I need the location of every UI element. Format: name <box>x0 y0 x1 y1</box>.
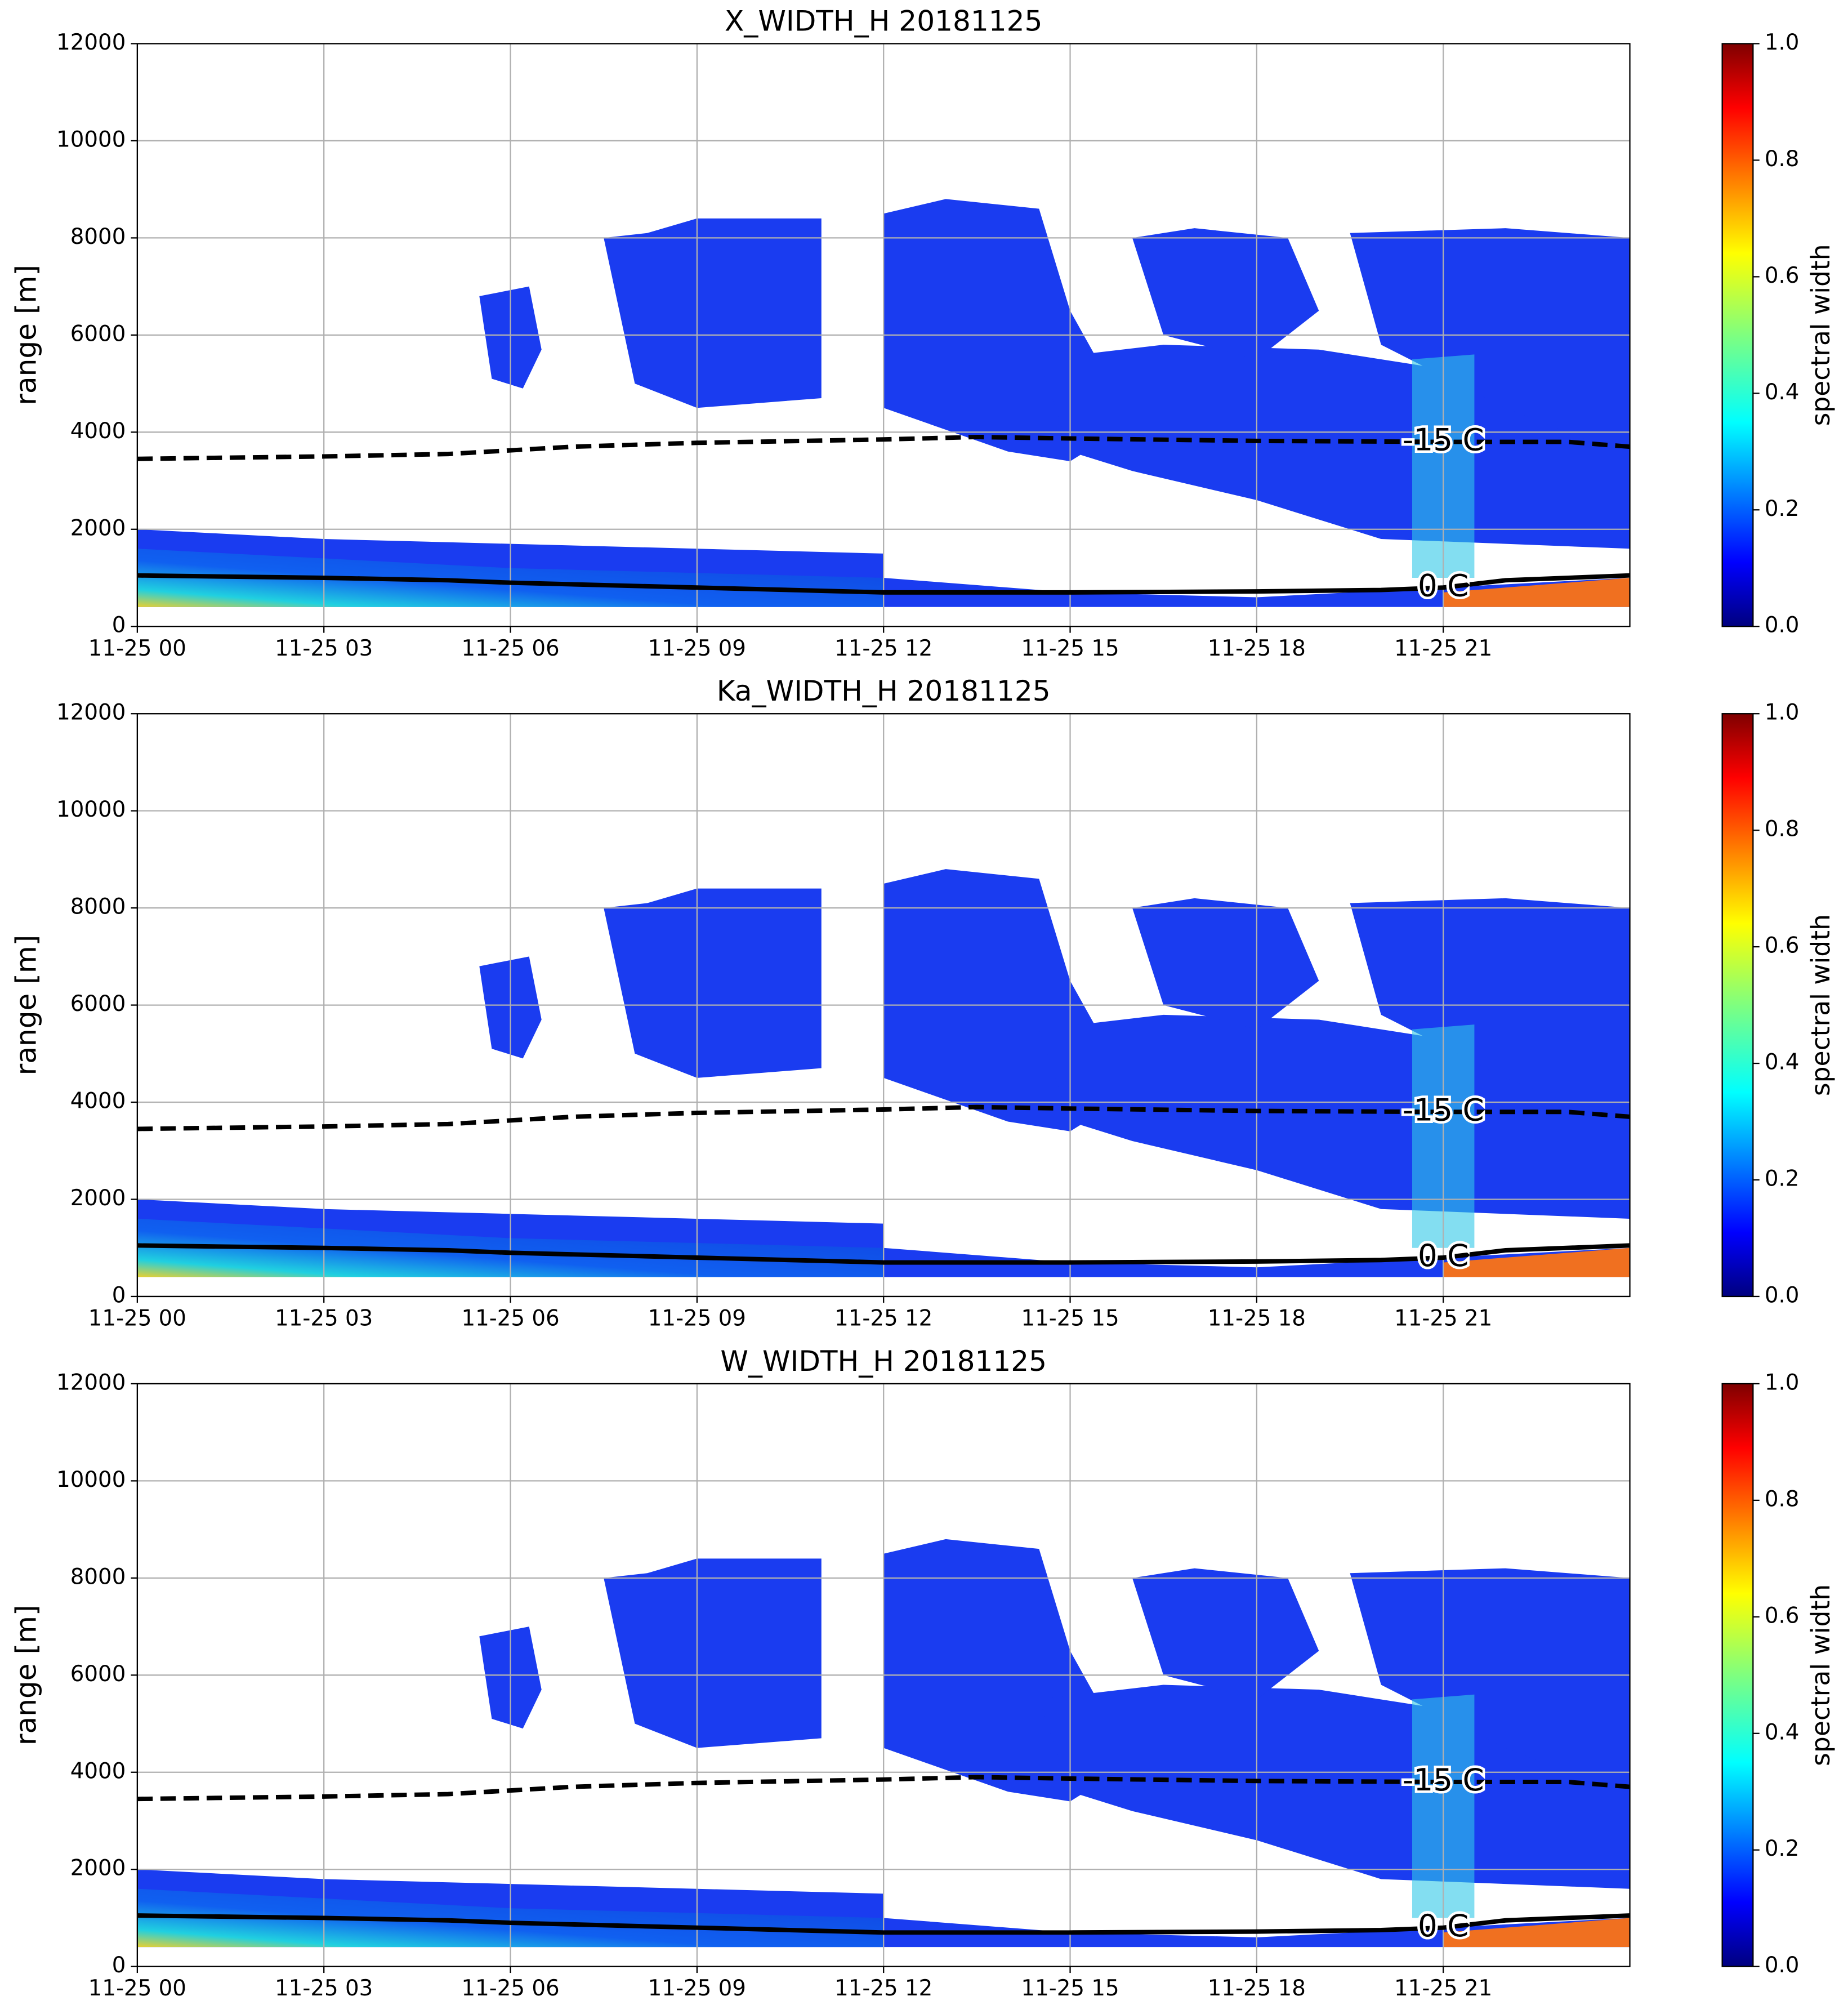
y-tick-label: 4000 <box>70 1758 126 1784</box>
x-tick-label: 11-25 18 <box>1208 1305 1306 1331</box>
y-tick-label: 2000 <box>70 1856 126 1881</box>
colorbar-tick-label: 0.0 <box>1765 1282 1800 1308</box>
x-tick-label: 11-25 12 <box>834 1305 932 1331</box>
colorbar-tick-label: 1.0 <box>1765 700 1800 725</box>
plot-frame <box>136 1383 1631 1967</box>
colorbar-tick-label: 0.0 <box>1765 613 1800 638</box>
colorbar-tick-label: 0.2 <box>1765 496 1800 522</box>
colorbar-tick-label: 0.4 <box>1765 1050 1800 1075</box>
panel: X_WIDTH_H 20181125 11-25 00 11-25 03 11-25 … <box>10 5 1836 661</box>
y-tick-label: 10000 <box>56 127 126 152</box>
panel: W_WIDTH_H 20181125 11-25 00 11-25 03 11-25 … <box>10 1344 1836 2001</box>
y-tick-label: 12000 <box>56 700 126 725</box>
contour-line <box>137 573 1630 595</box>
y-tick-label: 4000 <box>70 1089 126 1114</box>
y-tick-label: 2000 <box>70 515 126 541</box>
contour-label: -15 C <box>1403 422 1484 458</box>
contour-label: 0 C <box>1418 1237 1468 1273</box>
colorbar-label: spectral width <box>1806 244 1836 426</box>
colorbar-tick-label: 1.0 <box>1765 30 1800 55</box>
x-tick-label: 11-25 09 <box>648 636 746 661</box>
y-tick-label: 0 <box>112 613 126 638</box>
chart-title: W_WIDTH_H 20181125 <box>720 1344 1047 1378</box>
y-axis-label: range [m] <box>10 935 43 1076</box>
y-tick-label: 10000 <box>56 1467 126 1492</box>
chart-title: Ka_WIDTH_H 20181125 <box>717 674 1051 707</box>
x-tick-label: 11-25 15 <box>1021 636 1119 661</box>
x-tick-label: 11-25 03 <box>275 1305 373 1331</box>
x-tick-label: 11-25 21 <box>1394 1305 1492 1331</box>
y-tick-label: 2000 <box>70 1186 126 1211</box>
y-tick-label: 6000 <box>70 321 126 346</box>
plot-frame <box>136 43 1631 627</box>
x-tick-label: 11-25 00 <box>88 1976 186 2001</box>
chart-title: X_WIDTH_H 20181125 <box>725 5 1042 38</box>
colorbar-tick-label: 0.4 <box>1765 380 1800 405</box>
y-tick-label: 6000 <box>70 1661 126 1687</box>
y-tick-label: 12000 <box>56 1370 126 1395</box>
colorbar-tick-label: 1.0 <box>1765 1370 1800 1395</box>
x-tick-label: 11-25 12 <box>834 636 932 661</box>
y-tick-label: 0 <box>112 1282 126 1308</box>
x-tick-label: 11-25 18 <box>1208 1976 1306 2001</box>
x-tick-label: 11-25 03 <box>275 1976 373 2001</box>
colorbar-tick-label: 0.2 <box>1765 1166 1800 1192</box>
x-tick-label: 11-25 21 <box>1394 1976 1492 2001</box>
contour-line <box>137 1243 1630 1265</box>
x-tick-label: 11-25 09 <box>648 1976 746 2001</box>
x-tick-label: 11-25 06 <box>461 636 559 661</box>
colorbar-tick-label: 0.0 <box>1765 1953 1800 1978</box>
colorbar-tick-label: 0.6 <box>1765 933 1800 959</box>
colorbar-tick-label: 0.8 <box>1765 146 1800 172</box>
plot-frame <box>136 713 1631 1298</box>
x-tick-label: 11-25 06 <box>461 1305 559 1331</box>
contour-line <box>137 1775 1630 1802</box>
y-tick-label: 6000 <box>70 991 126 1017</box>
contour-label: -15 C <box>1403 1091 1484 1128</box>
panel: Ka_WIDTH_H 20181125 11-25 00 11-25 03 11-25… <box>10 674 1836 1331</box>
contour-label: 0 C <box>1418 567 1468 603</box>
contour-line <box>137 434 1630 461</box>
colorbar-tick-label: 0.6 <box>1765 263 1800 288</box>
x-tick-label: 11-25 15 <box>1021 1976 1119 2001</box>
y-tick-label: 8000 <box>70 894 126 920</box>
x-tick-label: 11-25 00 <box>88 636 186 661</box>
colorbar-tick-label: 0.6 <box>1765 1603 1800 1628</box>
colorbar <box>1721 1383 1754 1967</box>
colorbar <box>1721 713 1754 1298</box>
x-tick-label: 11-25 09 <box>648 1305 746 1331</box>
colorbar <box>1721 43 1754 627</box>
contour-line <box>137 1104 1630 1131</box>
y-tick-label: 8000 <box>70 224 126 249</box>
y-tick-label: 0 <box>112 1953 126 1978</box>
x-tick-label: 11-25 21 <box>1394 636 1492 661</box>
colorbar-label: spectral width <box>1806 914 1836 1096</box>
y-axis-label: range [m] <box>10 265 43 406</box>
y-tick-label: 12000 <box>56 30 126 55</box>
x-tick-label: 11-25 00 <box>88 1305 186 1331</box>
x-tick-label: 11-25 03 <box>275 636 373 661</box>
y-axis-label: range [m] <box>10 1605 43 1745</box>
contour-label: -15 C <box>1403 1762 1484 1798</box>
colorbar-tick-label: 0.8 <box>1765 817 1800 842</box>
y-tick-label: 4000 <box>70 418 126 444</box>
y-tick-label: 10000 <box>56 797 126 822</box>
x-tick-label: 11-25 12 <box>834 1976 932 2001</box>
colorbar-tick-label: 0.8 <box>1765 1486 1800 1512</box>
x-tick-label: 11-25 15 <box>1021 1305 1119 1331</box>
x-tick-label: 11-25 18 <box>1208 636 1306 661</box>
colorbar-label: spectral width <box>1806 1584 1836 1766</box>
contour-line <box>137 1913 1630 1935</box>
y-tick-label: 8000 <box>70 1564 126 1589</box>
colorbar-tick-label: 0.4 <box>1765 1719 1800 1745</box>
colorbar-tick-label: 0.2 <box>1765 1836 1800 1861</box>
x-tick-label: 11-25 06 <box>461 1976 559 2001</box>
contour-label: 0 C <box>1418 1908 1468 1944</box>
